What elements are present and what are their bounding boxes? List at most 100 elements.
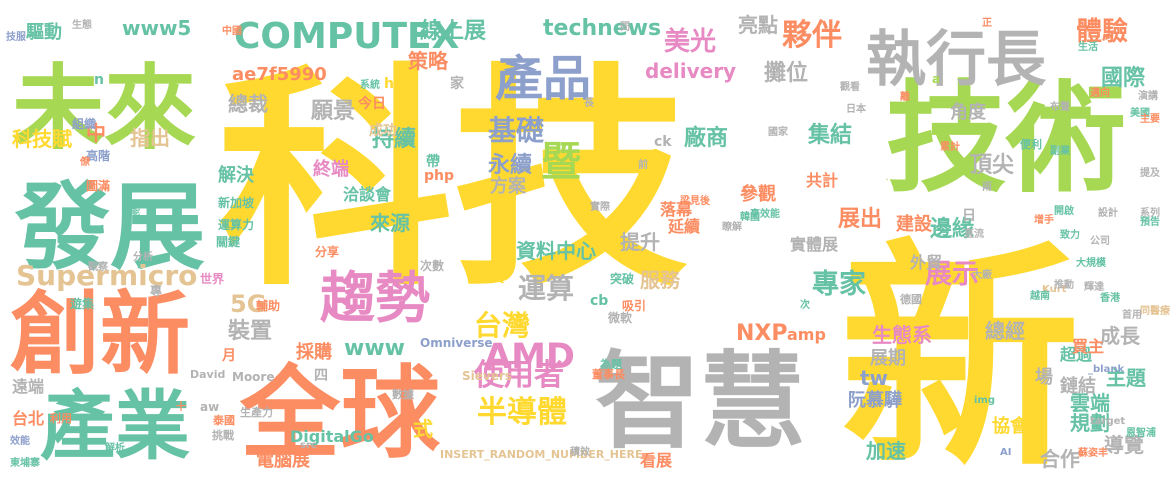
cloud-word: 梁見後 [679,194,711,207]
cloud-word: 吸引 [622,299,646,313]
cloud-word: 預告 [1140,215,1160,228]
cloud-word: 積效 [569,445,591,458]
cloud-word: 直流 [964,227,984,240]
cloud-word: delivery [645,59,736,83]
cloud-word: 邁向 [1090,86,1110,99]
cloud-word: 韓國 [740,210,760,223]
cloud-word: 共計 [806,171,838,190]
cloud-word: 亮點 [738,13,778,37]
cloud-word: 持續 [372,126,416,152]
cloud-word: cb [590,293,608,309]
cloud-word: AI [1000,447,1011,458]
cloud-word: 四 [314,368,328,384]
cloud-word: 永續 [488,152,532,178]
cloud-word: 成長 [1100,324,1141,348]
cloud-word: 組織 [72,116,96,131]
cloud-word: php [424,168,454,184]
cloud-word: 運算力 [218,217,254,232]
cloud-word: 實際 [590,200,610,213]
cloud-word: 次數 [420,258,444,273]
cloud-word: 系統 [360,78,380,91]
cloud-word: 蘇姿丰 [1077,446,1108,459]
cloud-word: 買主 [1072,337,1104,356]
cloud-word: 攤位 [764,60,808,86]
cloud-word: 首用 [1122,308,1142,321]
cloud-word: 系列 [1140,206,1160,219]
cloud-word: 實體展 [790,235,839,254]
cloud-word: 策略 [408,49,449,73]
cloud-word: 演講 [1138,89,1158,102]
cloud-word: 資料中心 [516,239,596,263]
cloud-word: 未來 [12,55,196,162]
cloud-word: 次 [800,298,810,311]
cloud-word: 加速 [865,439,906,463]
cloud-word: href [384,76,417,92]
cloud-word: 場 [1035,367,1053,388]
cloud-word: 設計 [1098,206,1118,219]
cloud-word: 數據 [392,387,415,401]
cloud-word: 導覽 [1104,433,1144,457]
cloud-word: 輝達 [1084,280,1104,293]
cloud-word: 生活 [1078,40,1098,53]
cloud-word: 正 [982,17,992,29]
cloud-word: 邊緣 [930,216,974,242]
cloud-word: 終端 [313,158,349,180]
cloud-word: 阮慕驊 [848,390,902,411]
cloud-word: 願景 [311,99,355,124]
cloud-word: 世界 [200,271,224,286]
cloud-word: 趨勢 [320,266,430,330]
cloud-word: 半導體 [477,395,567,430]
cloud-word: 線上展 [420,18,486,44]
cloud-word: 鏈結 [1060,375,1096,397]
cloud-word: src [300,440,317,451]
cloud-word: 副業 [1050,144,1071,157]
cloud-word: 電腦展 [256,449,311,471]
cloud-word: 為題 [600,357,623,371]
cloud-word: 月 [221,348,236,364]
cloud-word: 解決 [218,164,255,186]
cloud-word: Supermicro [16,259,197,292]
cloud-word: 來源 [370,211,410,235]
cloud-word: 產業 [40,382,190,470]
cloud-word: 能 [130,205,140,218]
cloud-word: 便利 [1020,137,1042,151]
cloud-word: 同醫療 [1140,304,1170,317]
cloud-word: 頂尖 [970,153,1014,178]
cloud-word: 產品 [495,51,591,107]
cloud-word: a [932,72,940,86]
cloud-word: 全球 [239,355,441,472]
cloud-word: 雲端 [1070,391,1110,415]
cloud-word: 高階 [86,148,110,163]
cloud-word: 大廠 [972,268,993,281]
cloud-word: 天 [490,270,505,286]
cloud-word: 增手 [1034,213,1054,226]
cloud-word: 暨 [541,139,581,185]
cloud-word: 國際 [1101,65,1146,91]
cloud-word: 瞭解 [722,220,742,233]
cloud-word: 技服 [6,30,27,43]
cloud-word: 突破 [610,271,634,286]
cloud-word: www5 [122,16,191,40]
cloud-word: 看展 [639,451,673,470]
cloud-word: 高效能 [750,207,780,220]
cloud-word: 延續 [667,217,700,236]
cloud-word: tw [860,366,888,390]
cloud-word: 利用 [50,411,72,425]
cloud-word: 規劃 [1070,411,1110,435]
cloud-word: 協會 [992,415,1029,437]
cloud-word: 圖滿 [86,178,110,193]
cloud-word: 集結 [807,122,852,148]
cloud-word: 長 [584,97,595,109]
cloud-word: 驅動 [26,21,62,43]
cloud-word: 致力 [1060,228,1080,241]
cloud-word: 建設 [896,213,933,235]
cloud-word: 前 [638,158,648,171]
cloud-word: 科技 [218,45,688,318]
cloud-word: David [190,368,225,381]
cloud-word: target [1090,416,1125,427]
cloud-word: 服務 [640,268,681,292]
cloud-word: 發展 [14,173,205,283]
cloud-word: 布聲 [1050,100,1070,113]
cloud-word: COMPUTEX [234,16,460,57]
